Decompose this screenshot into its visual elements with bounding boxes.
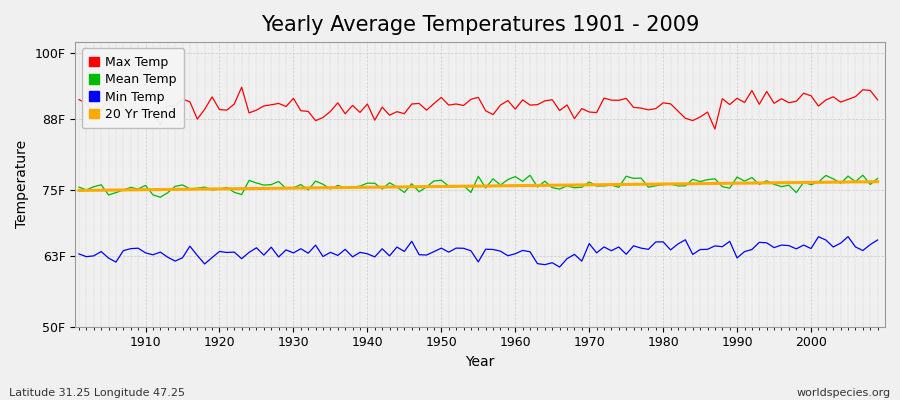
- X-axis label: Year: Year: [465, 355, 495, 369]
- Legend: Max Temp, Mean Temp, Min Temp, 20 Yr Trend: Max Temp, Mean Temp, Min Temp, 20 Yr Tre…: [82, 48, 184, 128]
- Text: Latitude 31.25 Longitude 47.25: Latitude 31.25 Longitude 47.25: [9, 388, 185, 398]
- Text: worldspecies.org: worldspecies.org: [796, 388, 891, 398]
- Y-axis label: Temperature: Temperature: [15, 140, 29, 228]
- Title: Yearly Average Temperatures 1901 - 2009: Yearly Average Temperatures 1901 - 2009: [261, 15, 699, 35]
